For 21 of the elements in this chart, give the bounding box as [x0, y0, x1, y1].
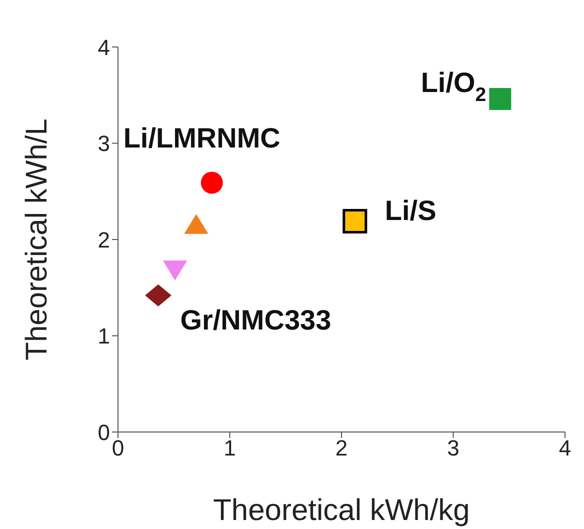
point [489, 88, 512, 110]
point [342, 208, 368, 234]
x-tick-label: 3 [447, 436, 460, 461]
point [184, 214, 208, 234]
x-tick-label: 1 [224, 436, 236, 461]
y-tick-label: 4 [98, 34, 110, 60]
y-tick-label: 1 [98, 324, 110, 349]
annotation: Li/LMRNMC [123, 123, 280, 154]
x-tick-label: 4 [558, 436, 572, 461]
x-tick-label: 2 [335, 436, 348, 461]
annotation: Li/S [384, 196, 436, 227]
annotation: Li/O$_{2}$ [420, 67, 486, 106]
y-tick-label: 2 [98, 227, 110, 252]
annotation: Gr/NMC333 [180, 304, 332, 336]
point [145, 284, 172, 306]
y-axis-title: Theoretical kWh/L [20, 118, 54, 360]
y-tick-label: 3 [98, 131, 110, 156]
y-tick-label: 0 [98, 420, 110, 445]
x-axis-title: Theoretical kWh/kg [213, 494, 470, 527]
point [200, 172, 223, 194]
point [162, 260, 188, 280]
